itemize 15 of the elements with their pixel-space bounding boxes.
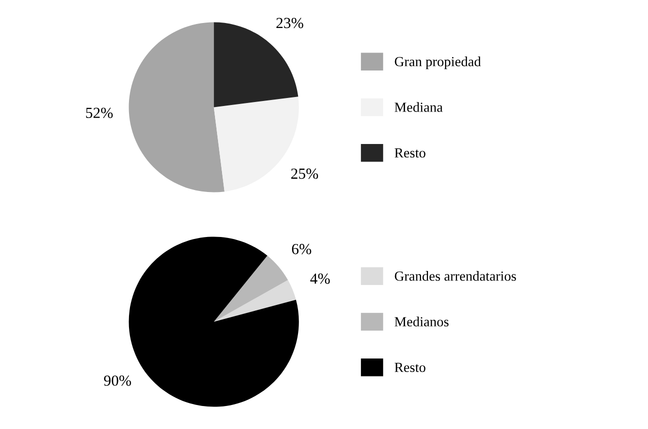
legend-label: Medianos — [394, 316, 449, 326]
pie-slice — [214, 256, 288, 322]
data-label: 25% — [291, 168, 318, 179]
data-label: 4% — [310, 273, 330, 284]
legend-label: Grandes arrendatarios — [394, 271, 516, 281]
data-label: 52% — [86, 108, 113, 118]
legend-label: Resto — [394, 148, 426, 158]
data-label: 6% — [292, 244, 312, 254]
legend-label: Mediana — [394, 102, 443, 112]
pie-slice — [214, 280, 296, 322]
legend-label: Gran propiedad — [394, 56, 481, 70]
data-label: 90% — [104, 375, 132, 386]
legend-label: Resto — [394, 362, 426, 372]
pie-slice — [128, 22, 224, 192]
data-label: 23% — [276, 18, 304, 28]
